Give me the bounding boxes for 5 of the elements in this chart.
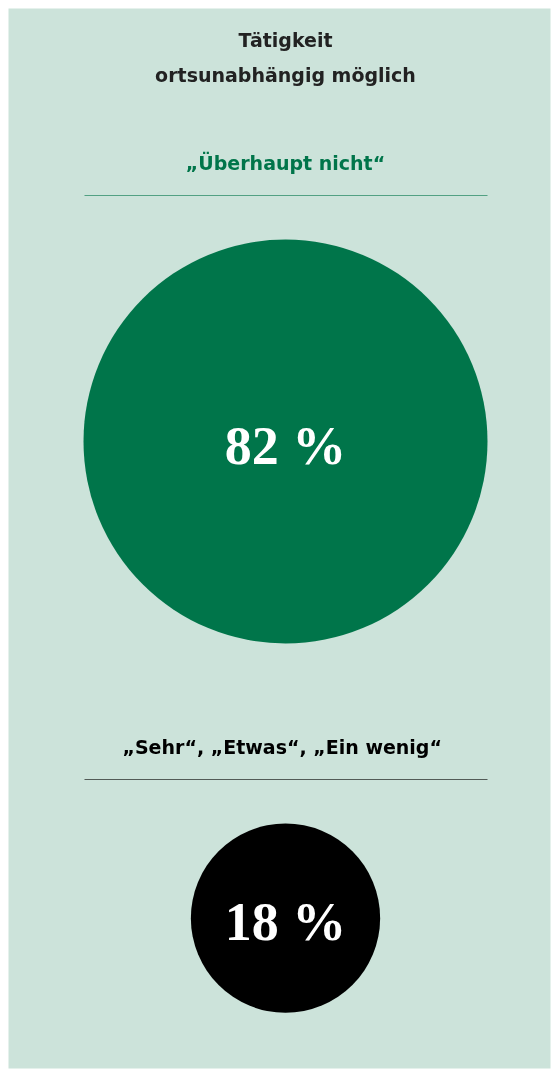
category-label: „Überhaupt nicht“ <box>185 150 386 174</box>
category-label: „Sehr“, „Etwas“, „Ein wenig“ <box>122 735 442 758</box>
text: Tätigkeit ortsunabhängig möglich <box>155 28 416 87</box>
data-label: 82 % <box>224 415 347 476</box>
data-label: 18 % <box>224 892 347 953</box>
